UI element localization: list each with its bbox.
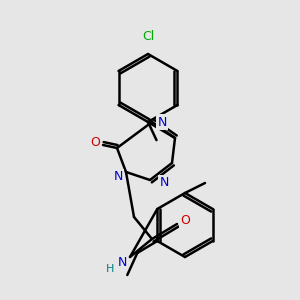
- Text: Cl: Cl: [142, 29, 154, 43]
- Text: N: N: [157, 116, 167, 128]
- Text: O: O: [180, 214, 190, 227]
- Text: H: H: [106, 264, 114, 274]
- Text: N: N: [117, 256, 127, 268]
- Text: N: N: [113, 170, 123, 184]
- Text: N: N: [159, 176, 169, 190]
- Text: O: O: [90, 136, 100, 149]
